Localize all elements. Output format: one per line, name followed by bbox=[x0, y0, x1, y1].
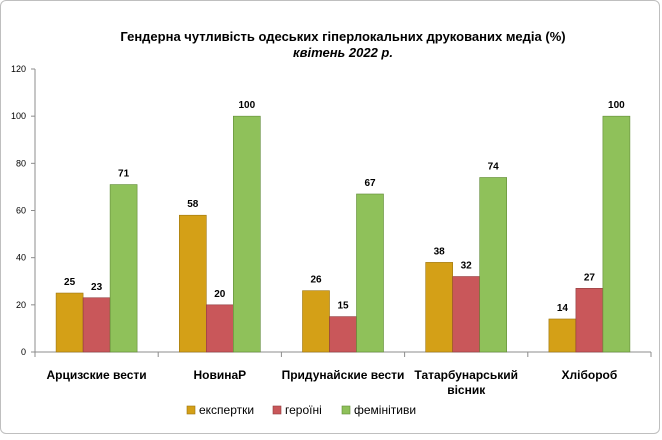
legend-swatch bbox=[272, 405, 282, 415]
data-label: 23 bbox=[91, 282, 103, 293]
bar bbox=[602, 115, 631, 353]
bar bbox=[206, 304, 234, 353]
category-label: вісник bbox=[447, 383, 486, 397]
data-label: 100 bbox=[238, 100, 255, 111]
bar bbox=[356, 193, 384, 353]
legend: експертки героїні фемінітиви bbox=[186, 403, 416, 417]
data-label: 58 bbox=[187, 199, 199, 210]
bar bbox=[82, 297, 111, 353]
category-label: НовинаР bbox=[193, 368, 246, 382]
category-label: Арцизские вести bbox=[47, 368, 147, 382]
y-tick-label: 0 bbox=[21, 347, 26, 357]
category-label: Хлібороб bbox=[562, 368, 618, 382]
bar bbox=[109, 184, 138, 353]
y-tick-label: 80 bbox=[16, 158, 26, 168]
bar bbox=[479, 177, 508, 353]
y-tick-label: 120 bbox=[11, 64, 26, 74]
y-tick-label: 20 bbox=[16, 300, 26, 310]
category-labels: Арцизские вести НовинаР Придунайские вести… bbox=[47, 368, 618, 397]
bars bbox=[55, 115, 631, 353]
bar bbox=[425, 262, 454, 353]
data-label: 38 bbox=[434, 246, 446, 257]
data-label: 15 bbox=[337, 301, 349, 312]
data-label: 26 bbox=[310, 275, 322, 286]
y-tick-label: 60 bbox=[16, 206, 26, 216]
category-label: Татарбунарський bbox=[414, 368, 518, 382]
axes: 0 20 40 60 80 100 120 bbox=[11, 64, 652, 357]
bar bbox=[329, 316, 357, 353]
y-tick-label: 100 bbox=[11, 111, 26, 121]
bar bbox=[233, 115, 261, 353]
data-label: 67 bbox=[364, 178, 376, 189]
data-labels: 25 23 71 58 20 100 26 15 67 38 32 74 14 27 100 bbox=[64, 100, 625, 314]
bar bbox=[452, 276, 481, 353]
bar bbox=[575, 288, 604, 353]
bar bbox=[55, 292, 84, 353]
data-label: 32 bbox=[461, 261, 473, 272]
legend-label: експертки bbox=[199, 403, 254, 417]
data-label: 20 bbox=[214, 289, 226, 300]
chart-subtitle: квітень 2022 р. bbox=[293, 45, 393, 60]
data-label: 25 bbox=[64, 277, 76, 288]
legend-swatch bbox=[186, 405, 196, 415]
legend-label: фемінітиви bbox=[354, 403, 416, 417]
data-label: 74 bbox=[488, 161, 500, 172]
data-label: 100 bbox=[608, 100, 625, 111]
bar bbox=[548, 318, 577, 353]
bar bbox=[179, 214, 207, 353]
chart-title: Гендерна чутливість одеських гіперлокаль… bbox=[120, 29, 565, 44]
bar bbox=[302, 290, 330, 353]
category-label: Придунайские вести bbox=[282, 368, 405, 382]
legend-label: героїні bbox=[285, 403, 322, 417]
legend-swatch bbox=[341, 405, 351, 415]
data-label: 71 bbox=[118, 169, 130, 180]
data-label: 14 bbox=[557, 303, 569, 314]
y-tick-label: 40 bbox=[16, 253, 26, 263]
data-label: 27 bbox=[584, 272, 596, 283]
